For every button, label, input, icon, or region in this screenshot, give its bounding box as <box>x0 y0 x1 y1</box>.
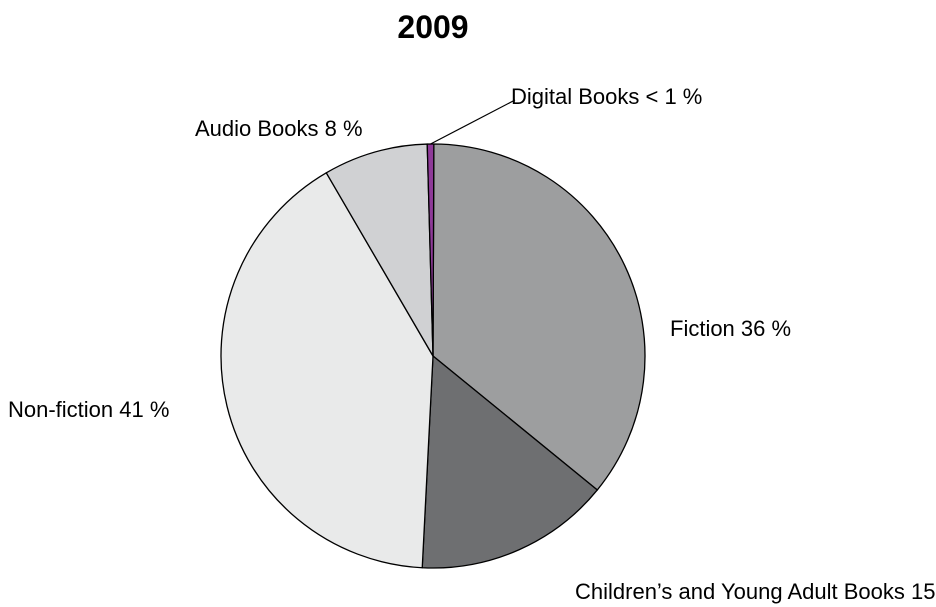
chart-title: 2009 <box>397 9 468 45</box>
pie-slice-children-s-and-young-adult-books <box>421 355 598 569</box>
pie-slice-fiction <box>432 143 646 491</box>
pie-slice-non-fiction <box>220 172 434 569</box>
pie-slices <box>220 143 646 569</box>
slice-label-audio-books: Audio Books 8 % <box>195 116 363 141</box>
slice-label-childrens-young-adult: Children’s and Young Adult Books 15 % <box>575 579 936 604</box>
slice-label-non-fiction: Non-fiction 41 % <box>8 397 169 422</box>
slice-label-digital-books: Digital Books < 1 % <box>511 84 702 109</box>
slice-label-fiction: Fiction 36 % <box>670 316 791 341</box>
pie-slice-audio-books <box>325 143 434 357</box>
leader-line-digital-books <box>430 99 516 145</box>
leader-lines <box>430 99 516 145</box>
